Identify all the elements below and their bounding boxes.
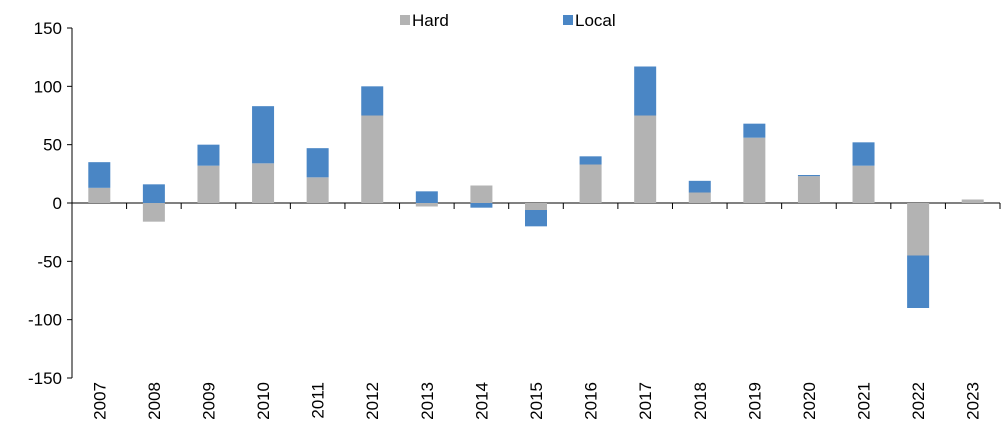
- legend-swatch: [563, 15, 573, 25]
- bar-segment: [252, 163, 275, 203]
- bar-segment: [415, 191, 438, 203]
- x-tick-label: 2019: [745, 382, 764, 420]
- bar-segment: [797, 176, 820, 203]
- bar-segment: [197, 165, 220, 203]
- bar-segment: [525, 203, 547, 210]
- bar-segment: [306, 148, 329, 178]
- x-tick-label: 2012: [363, 382, 382, 420]
- legend-label: Local: [575, 11, 616, 30]
- bar-segment: [634, 115, 657, 203]
- bar-segment: [852, 165, 875, 203]
- x-tick-label: 2008: [145, 382, 164, 420]
- bar-segment: [961, 199, 984, 203]
- x-tick-label: 2021: [855, 382, 874, 420]
- y-tick-label: -100: [28, 311, 62, 330]
- x-tick-label: 2016: [582, 382, 601, 420]
- bar-segment: [415, 203, 438, 207]
- bar-segment: [634, 66, 657, 116]
- bar-segment: [470, 185, 493, 203]
- x-tick-label: 2020: [800, 382, 819, 420]
- y-tick-label: 100: [34, 77, 62, 96]
- legend-label: Hard: [412, 11, 449, 30]
- bar-segment: [361, 115, 384, 203]
- bar-segment: [252, 106, 275, 164]
- y-tick-label: 50: [43, 136, 62, 155]
- bar-segment: [361, 86, 384, 116]
- x-tick-label: 2018: [691, 382, 710, 420]
- x-tick-label: 2017: [636, 382, 655, 420]
- bar-segment: [688, 192, 711, 203]
- x-tick-label: 2009: [199, 382, 218, 420]
- bar-segment: [197, 144, 220, 166]
- x-tick-label: 2011: [309, 382, 328, 419]
- x-tick-label: 2014: [472, 382, 491, 420]
- x-tick-label: 2015: [527, 382, 546, 420]
- legend-swatch: [400, 15, 410, 25]
- y-tick-label: 150: [34, 19, 62, 38]
- x-tick-label: 2013: [418, 382, 437, 420]
- bar-segment: [579, 164, 602, 203]
- y-tick-label: -50: [37, 252, 62, 271]
- bar-segment: [142, 203, 165, 222]
- bar-segment: [142, 184, 165, 203]
- x-tick-label: 2023: [964, 382, 983, 420]
- bar-segment: [88, 162, 111, 188]
- x-tick-label: 2007: [90, 382, 109, 420]
- bar-segment: [743, 137, 766, 203]
- bar-segment: [688, 180, 711, 193]
- bar-segment: [797, 175, 820, 177]
- bar-segment: [579, 156, 602, 165]
- bar-segment: [525, 210, 547, 227]
- bar-segment: [852, 142, 875, 166]
- bar-segment: [88, 187, 111, 203]
- bar-segment: [470, 203, 493, 208]
- x-tick-label: 2022: [909, 382, 928, 420]
- x-tick-label: 2010: [254, 382, 273, 420]
- bar-segment: [743, 123, 766, 138]
- bar-segment: [907, 203, 930, 256]
- y-tick-label: 0: [53, 194, 62, 213]
- bar-segment: [907, 255, 930, 308]
- y-tick-label: -150: [28, 369, 62, 388]
- bar-segment: [306, 177, 329, 203]
